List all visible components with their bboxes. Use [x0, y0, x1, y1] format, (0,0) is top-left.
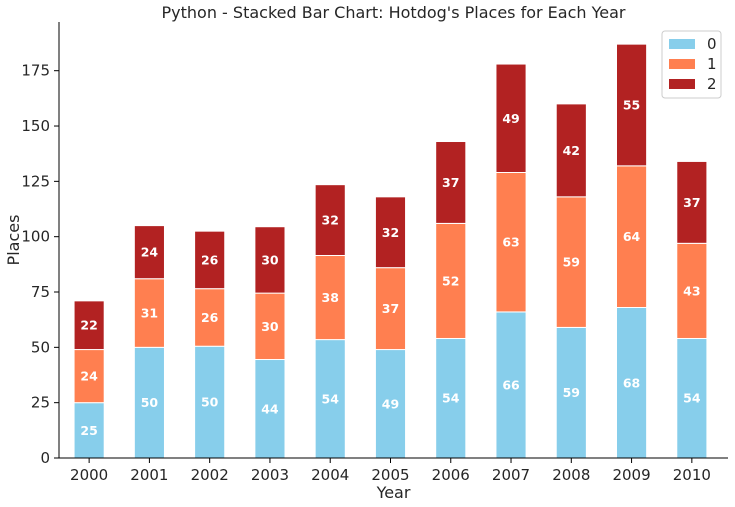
bar-segment-series-2-2002: [194, 230, 226, 290]
data-label-series-0-2008: 59: [563, 385, 580, 400]
data-label-series-1-2007: 63: [502, 235, 519, 250]
bar-segment-series-2-2001: [133, 225, 165, 280]
data-label-series-1-2006: 52: [442, 273, 459, 288]
data-label-series-0-2001: 50: [141, 395, 159, 410]
bar-segment-series-1-2008: [555, 196, 587, 328]
bar-segment-series-1-2007: [495, 171, 527, 313]
bar-segment-series-1-2003: [254, 292, 286, 361]
legend: 0 1 2: [661, 30, 722, 99]
data-label-series-2-2003: 30: [261, 252, 279, 267]
bar-segment-series-1-2001: [133, 278, 165, 348]
bar-segment-series-2-2005: [374, 196, 407, 269]
x-axis-title: Year: [376, 483, 411, 502]
data-label-series-2-2002: 26: [201, 252, 219, 267]
chart-title: Python - Stacked Bar Chart: Hotdog's Pla…: [162, 3, 626, 22]
x-tick-label: 2001: [130, 466, 168, 484]
data-label-series-2-2009: 55: [623, 97, 640, 112]
bar-segment-series-0-2001: [133, 346, 165, 459]
x-tick-label: 2010: [673, 466, 711, 484]
x-tick-label: 2005: [371, 466, 409, 484]
y-tick-label: 50: [31, 338, 50, 356]
bar-segment-series-2-2010: [676, 160, 708, 244]
bar-segment-series-2-2008: [555, 103, 587, 198]
data-label-series-2-2000: 22: [80, 318, 97, 333]
bar-segment-series-2-2003: [254, 226, 286, 294]
bar-segment-series-0-2003: [254, 359, 286, 459]
data-label-series-1-2005: 37: [382, 301, 399, 316]
bar-segment-series-1-2002: [194, 288, 226, 347]
data-label-series-1-2008: 59: [563, 255, 580, 270]
data-label-series-1-2010: 43: [683, 283, 700, 298]
bar-segment-series-1-2000: [73, 349, 105, 404]
x-tick-label: 2003: [251, 466, 289, 484]
data-label-series-0-2002: 50: [201, 395, 219, 410]
y-axis-title: Places: [4, 215, 23, 266]
y-tick-label: 0: [40, 449, 50, 467]
y-axis-ticks: 0 25 50 75 100 125 150 175: [21, 62, 59, 467]
legend-swatch-2: [669, 79, 695, 89]
y-tick-label: 75: [31, 283, 50, 301]
data-label-series-2-2010: 37: [683, 195, 700, 210]
bar-segment-series-0-2006: [435, 337, 467, 459]
x-tick-label: 2009: [612, 466, 650, 484]
legend-label-0: 0: [707, 35, 717, 53]
bar-segment-series-2-2007: [495, 63, 527, 173]
data-label-series-2-2008: 42: [563, 143, 580, 158]
data-label-series-0-2009: 68: [623, 375, 640, 390]
data-label-series-0-2000: 25: [80, 423, 97, 438]
legend-swatch-0: [669, 39, 695, 49]
bars-layer: [73, 43, 708, 459]
data-label-series-0-2003: 44: [261, 401, 279, 416]
x-tick-label: 2008: [552, 466, 590, 484]
x-tick-label: 2000: [70, 466, 108, 484]
y-tick-label: 175: [21, 62, 50, 80]
data-label-series-0-2004: 54: [322, 391, 340, 406]
legend-swatch-1: [669, 59, 695, 69]
x-tick-label: 2007: [492, 466, 530, 484]
bar-segment-series-2-2000: [73, 300, 105, 351]
bar-segment-series-1-2010: [676, 242, 708, 339]
data-label-series-0-2005: 49: [382, 396, 399, 411]
data-label-series-0-2006: 54: [442, 391, 460, 406]
bar-segment-series-0-2009: [616, 307, 648, 459]
data-label-series-2-2004: 32: [322, 213, 339, 228]
data-label-series-1-2001: 31: [141, 306, 158, 321]
data-label-series-1-2002: 26: [201, 310, 219, 325]
data-label-series-2-2001: 24: [141, 245, 159, 260]
x-tick-label: 2006: [432, 466, 470, 484]
bar-segment-series-0-2005: [374, 349, 407, 459]
data-label-series-0-2007: 66: [502, 377, 520, 392]
data-label-series-2-2005: 32: [382, 225, 399, 240]
y-tick-label: 150: [21, 117, 50, 135]
data-label-series-2-2007: 49: [502, 111, 519, 126]
bar-segment-series-1-2009: [616, 165, 648, 309]
data-label-series-1-2004: 38: [322, 290, 339, 305]
data-label-series-1-2003: 30: [261, 319, 279, 334]
bar-segment-series-2-2009: [616, 43, 648, 167]
y-tick-label: 100: [21, 228, 50, 246]
x-tick-label: 2004: [311, 466, 349, 484]
bar-segment-series-1-2006: [435, 222, 467, 339]
legend-label-2: 2: [707, 75, 717, 93]
data-labels-layer: 25 24 22 50 31 24 50 26 26 44 30 30 54 38 32 49 37 32 54 52…: [80, 97, 700, 437]
data-label-series-1-2009: 64: [623, 229, 641, 244]
bar-segment-series-2-2004: [314, 184, 346, 256]
y-tick-label: 25: [31, 394, 50, 412]
data-label-series-2-2006: 37: [442, 175, 459, 190]
bar-segment-series-1-2005: [374, 267, 407, 351]
y-tick-label: 125: [21, 172, 50, 190]
x-axis-ticks: 2000 2001 2002 2003 2004 2005 2006 2007 2008 2009…: [70, 458, 711, 484]
bar-segment-series-0-2000: [73, 402, 105, 459]
bar-segment-series-2-2006: [435, 141, 467, 224]
data-label-series-1-2000: 24: [80, 369, 98, 384]
x-tick-label: 2002: [191, 466, 229, 484]
legend-label-1: 1: [707, 55, 717, 73]
data-label-series-0-2010: 54: [683, 391, 701, 406]
